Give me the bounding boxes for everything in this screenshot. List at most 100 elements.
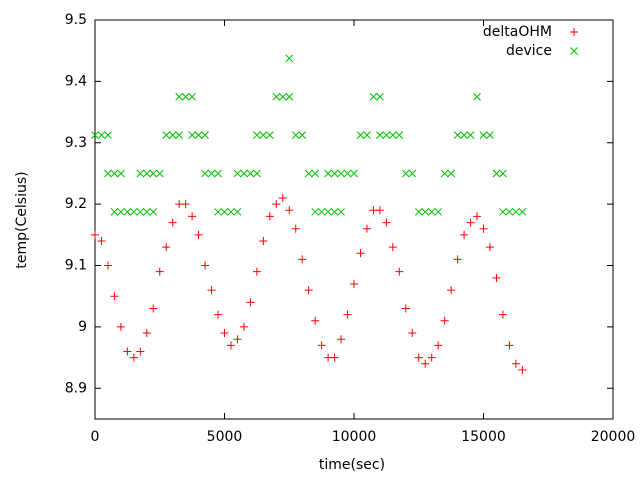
point bbox=[278, 92, 287, 101]
point bbox=[110, 292, 119, 301]
point bbox=[304, 286, 313, 295]
point bbox=[162, 243, 171, 252]
point bbox=[414, 353, 423, 362]
point bbox=[97, 236, 106, 245]
point bbox=[337, 335, 346, 344]
y-tick-label: 8.9 bbox=[65, 380, 87, 396]
point bbox=[298, 131, 307, 139]
point bbox=[104, 131, 112, 139]
point bbox=[116, 322, 125, 331]
point bbox=[136, 347, 145, 356]
point bbox=[304, 169, 313, 178]
point bbox=[175, 131, 184, 139]
point bbox=[382, 218, 391, 227]
point bbox=[298, 255, 307, 264]
point bbox=[265, 212, 274, 221]
point bbox=[214, 310, 223, 319]
point bbox=[317, 341, 326, 350]
point bbox=[363, 131, 371, 139]
point bbox=[518, 207, 527, 216]
legend-label: device bbox=[506, 43, 552, 59]
point bbox=[511, 359, 520, 368]
point bbox=[362, 224, 371, 233]
point bbox=[155, 267, 164, 276]
legend-label: deltaOHM bbox=[483, 24, 552, 40]
point bbox=[220, 329, 229, 338]
point bbox=[129, 353, 138, 362]
point bbox=[181, 92, 190, 101]
point bbox=[388, 243, 397, 252]
point bbox=[259, 236, 268, 245]
point bbox=[505, 341, 514, 350]
point bbox=[343, 169, 352, 178]
point bbox=[421, 207, 430, 216]
point bbox=[149, 169, 158, 178]
point bbox=[91, 230, 99, 239]
point bbox=[492, 169, 501, 178]
y-tick-label: 9.5 bbox=[65, 12, 87, 28]
point bbox=[499, 207, 507, 216]
point bbox=[253, 131, 261, 139]
point bbox=[291, 224, 300, 233]
point bbox=[233, 207, 242, 216]
point bbox=[337, 207, 345, 216]
y-tick-label: 9.4 bbox=[65, 73, 87, 89]
point bbox=[498, 310, 507, 319]
point bbox=[110, 207, 119, 216]
point bbox=[201, 169, 209, 178]
point bbox=[453, 131, 462, 139]
point bbox=[401, 169, 410, 178]
point bbox=[246, 169, 255, 178]
point bbox=[311, 316, 320, 325]
point bbox=[324, 169, 332, 178]
point bbox=[376, 131, 384, 139]
x-tick-label: 15000 bbox=[461, 429, 506, 445]
point bbox=[214, 207, 222, 216]
point bbox=[291, 131, 300, 139]
point bbox=[395, 131, 404, 139]
legend-marker bbox=[570, 28, 578, 36]
point bbox=[233, 169, 242, 178]
x-tick-label: 10000 bbox=[332, 429, 377, 445]
point bbox=[246, 298, 255, 307]
point bbox=[479, 131, 488, 139]
point bbox=[330, 353, 339, 362]
point bbox=[434, 207, 443, 216]
point bbox=[440, 316, 449, 325]
point bbox=[473, 212, 482, 221]
point bbox=[499, 169, 507, 178]
point bbox=[188, 92, 196, 101]
point bbox=[408, 329, 417, 338]
point bbox=[330, 207, 339, 216]
point bbox=[447, 169, 455, 178]
point bbox=[117, 169, 125, 178]
point bbox=[343, 310, 352, 319]
point bbox=[214, 169, 222, 178]
x-tick-label: 20000 bbox=[591, 429, 636, 445]
point bbox=[434, 341, 443, 350]
point bbox=[168, 131, 177, 139]
y-axis-label: temp(Celsius) bbox=[14, 171, 30, 268]
point bbox=[168, 218, 177, 227]
point bbox=[285, 54, 294, 63]
point bbox=[136, 207, 145, 216]
point bbox=[350, 279, 358, 288]
point bbox=[466, 218, 475, 227]
point bbox=[194, 230, 203, 239]
point bbox=[226, 341, 235, 350]
point bbox=[285, 92, 294, 101]
y-tick-label: 9.1 bbox=[65, 258, 87, 274]
point bbox=[473, 92, 481, 101]
point bbox=[240, 169, 248, 178]
point bbox=[253, 169, 261, 178]
point bbox=[239, 322, 248, 331]
y-tick-label: 9.2 bbox=[65, 196, 87, 212]
point bbox=[311, 169, 320, 178]
point bbox=[356, 131, 365, 139]
x-tick-label: 5000 bbox=[207, 429, 243, 445]
point bbox=[421, 359, 430, 368]
point bbox=[117, 207, 125, 216]
point bbox=[265, 131, 274, 139]
